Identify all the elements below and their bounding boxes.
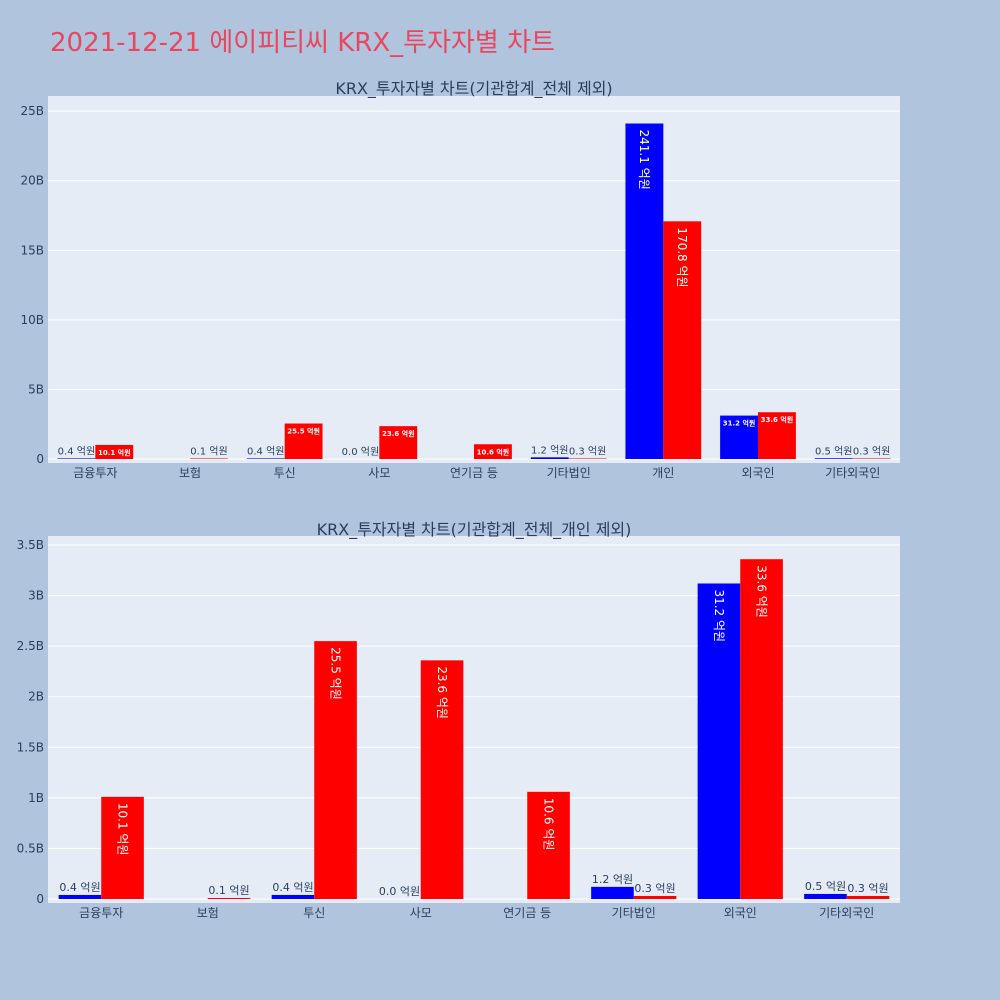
y-tick-label: 2.5B (17, 639, 44, 653)
bar-data-label: 23.6 억원 (435, 666, 449, 719)
bar-series-b (663, 221, 702, 459)
bar-series-a (814, 458, 853, 459)
x-tick-label: 사모 (368, 466, 390, 480)
y-tick-label: 1B (28, 791, 44, 805)
y-tick-label: 10B (20, 313, 44, 327)
bar-data-label: 25.5 억원 (328, 647, 342, 700)
bar-series-a (246, 458, 285, 459)
bar-data-label: 0.5 억원 (805, 880, 846, 893)
bar-data-label: 170.8 억원 (675, 227, 689, 287)
chart-title: KRX_투자자별 차트(기관합계_전체_개인 제외) (317, 520, 632, 540)
bar-series-a (720, 415, 758, 459)
y-tick-label: 0.5B (17, 841, 44, 855)
bar-series-b (740, 559, 783, 899)
bar-data-label: 33.6 억원 (761, 415, 794, 424)
x-tick-label: 연기금 등 (450, 466, 498, 480)
page-title: 2021-12-21 에이피티씨 KRX_투자자별 차트 (50, 28, 555, 58)
bar-series-a (58, 894, 102, 899)
bar-data-label: 10.6 억원 (541, 798, 555, 851)
bar-series-b (527, 791, 570, 899)
bar-series-b (379, 426, 418, 459)
x-tick-label: 기타외국인 (825, 466, 880, 480)
bar-series-b (568, 458, 607, 459)
bar-series-b (474, 444, 512, 459)
x-tick-label: 외국인 (724, 906, 757, 920)
bar-series-a (697, 583, 741, 899)
bar-series-b (852, 458, 891, 459)
x-tick-label: 금융투자 (79, 906, 123, 920)
bar-data-label: 0.3 억원 (634, 882, 675, 895)
bar-data-label: 0.3 억원 (853, 446, 890, 458)
x-tick-label: 투신 (274, 466, 296, 480)
bar-series-b (101, 796, 144, 899)
bar-data-label: 0.0 억원 (342, 446, 379, 458)
bar-data-label: 0.4 억원 (247, 445, 284, 457)
chart-title: KRX_투자자별 차트(기관합계_전체 제외) (335, 79, 612, 99)
y-tick-label: 2B (28, 690, 44, 704)
x-tick-label: 기타외국인 (819, 906, 874, 920)
bar-series-a (591, 886, 634, 899)
bar-series-b (758, 412, 796, 459)
bar-data-label: 10.1 억원 (115, 803, 129, 856)
bar-data-label: 10.6 억원 (477, 447, 510, 456)
bar-series-b (190, 458, 228, 459)
y-tick-label: 0 (36, 892, 44, 906)
y-tick-label: 3.5B (17, 538, 44, 552)
bar-data-label: 0.1 억원 (190, 446, 227, 458)
bar-series-b (633, 895, 677, 899)
bar-data-label: 31.2 억원 (723, 419, 756, 428)
x-tick-label: 외국인 (741, 466, 774, 480)
y-tick-label: 5B (28, 382, 44, 396)
bar-series-a (804, 893, 847, 899)
bar-series-a (271, 894, 315, 899)
x-tick-label: 금융투자 (73, 466, 117, 480)
bar-series-a (57, 458, 96, 459)
bar-series-b (420, 660, 464, 899)
x-tick-label: 연기금 등 (503, 906, 551, 920)
bar-data-label: 23.6 억원 (382, 429, 415, 438)
y-tick-label: 1.5B (17, 740, 44, 754)
y-tick-label: 25B (20, 104, 44, 118)
plot-area (48, 96, 900, 463)
y-tick-label: 20B (20, 174, 44, 188)
bar-data-label: 0.5 억원 (815, 445, 852, 457)
bar-data-label: 25.5 억원 (287, 427, 320, 436)
bar-data-label: 10.1 억원 (98, 448, 131, 457)
bar-data-label: 0.4 억원 (272, 881, 313, 894)
x-tick-label: 보험 (179, 466, 201, 480)
bar-data-label: 0.4 억원 (59, 881, 100, 894)
bar-data-label: 0.4 억원 (58, 445, 95, 457)
bar-data-label: 241.1 억원 (637, 130, 651, 190)
y-tick-label: 3B (28, 589, 44, 603)
bar-series-b (284, 423, 323, 459)
x-tick-label: 투신 (303, 906, 325, 920)
bar-data-label: 1.2 억원 (592, 873, 633, 886)
bar-series-b (314, 641, 357, 899)
bar-series-b (846, 895, 890, 899)
bar-data-label: 0.3 억원 (847, 882, 888, 895)
bar-data-label: 31.2 억원 (712, 589, 726, 642)
x-tick-label: 보험 (197, 906, 219, 920)
bar-data-label: 0.1 억원 (208, 884, 249, 897)
x-tick-label: 기타법인 (612, 906, 656, 920)
bar-data-label: 1.2 억원 (531, 444, 568, 456)
x-tick-label: 기타법인 (547, 466, 591, 480)
y-tick-label: 0 (36, 452, 44, 466)
bar-series-a (625, 123, 664, 459)
x-tick-label: 개인 (652, 466, 674, 480)
bar-data-label: 0.3 억원 (569, 446, 606, 458)
x-tick-label: 사모 (410, 906, 432, 920)
bar-series-b (207, 897, 251, 899)
bar-data-label: 33.6 억원 (754, 565, 768, 618)
bar-series-b (95, 444, 134, 459)
bar-series-a (530, 457, 569, 459)
bar-data-label: 0.0 억원 (379, 885, 420, 898)
y-tick-label: 15B (20, 243, 44, 257)
